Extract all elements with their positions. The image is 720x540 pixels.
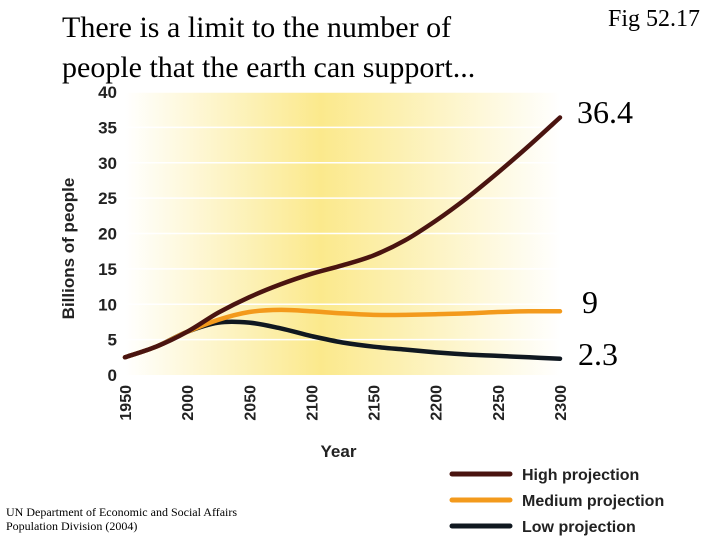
low-projection-callout: 2.3 [578, 336, 618, 372]
y-tick-label: 20 [98, 225, 117, 244]
x-tick-label: 2050 [242, 385, 259, 421]
high-projection-line [122, 115, 563, 360]
heading-line-2: people that the earth can support... [62, 51, 476, 84]
y-tick-label: 10 [98, 295, 117, 314]
x-tick-label: 2150 [367, 385, 384, 421]
source-line-1: UN Department of Economic and Social Aff… [6, 505, 238, 519]
y-tick-label: 5 [108, 331, 117, 350]
medium-legend-label: Medium projection [522, 493, 664, 510]
x-axis-ticks: 1950 2000 2050 2100 2150 2200 2250 2300 [118, 385, 570, 421]
legend: High projection Medium projection Low proj… [449, 467, 664, 536]
heading-line-1: There is a limit to the number of [62, 11, 452, 44]
series-lines [122, 115, 563, 361]
slide-heading: There is a limit to the number of people… [62, 8, 582, 88]
y-axis-label: Billions of people [59, 178, 78, 320]
x-axis-label: Year [321, 442, 357, 461]
y-tick-label: 15 [98, 260, 117, 279]
x-tick-label: 1950 [118, 385, 135, 421]
y-tick-label: 25 [98, 189, 117, 208]
high-legend-label: High projection [522, 467, 639, 484]
y-axis-ticks: 0 5 10 15 20 25 30 35 40 [98, 83, 117, 385]
x-tick-label: 2200 [429, 385, 446, 421]
y-tick-label: 0 [108, 366, 117, 385]
figure-label: Fig 52.17 [608, 6, 701, 32]
gridlines [125, 91, 560, 341]
source-citation: UN Department of Economic and Social Aff… [6, 505, 237, 533]
y-tick-label: 30 [98, 154, 117, 173]
y-tick-label: 40 [98, 83, 117, 102]
y-tick-label: 35 [98, 118, 117, 137]
x-tick-label: 2250 [491, 385, 508, 421]
high-projection-callout: 36.4 [577, 94, 633, 130]
x-tick-label: 2100 [304, 385, 321, 421]
source-line-2: Population Division (2004) [6, 519, 138, 533]
medium-projection-callout: 9 [582, 284, 598, 320]
x-tick-label: 2000 [180, 385, 197, 421]
x-tick-label: 2300 [553, 385, 570, 421]
low-legend-label: Low projection [522, 519, 636, 536]
